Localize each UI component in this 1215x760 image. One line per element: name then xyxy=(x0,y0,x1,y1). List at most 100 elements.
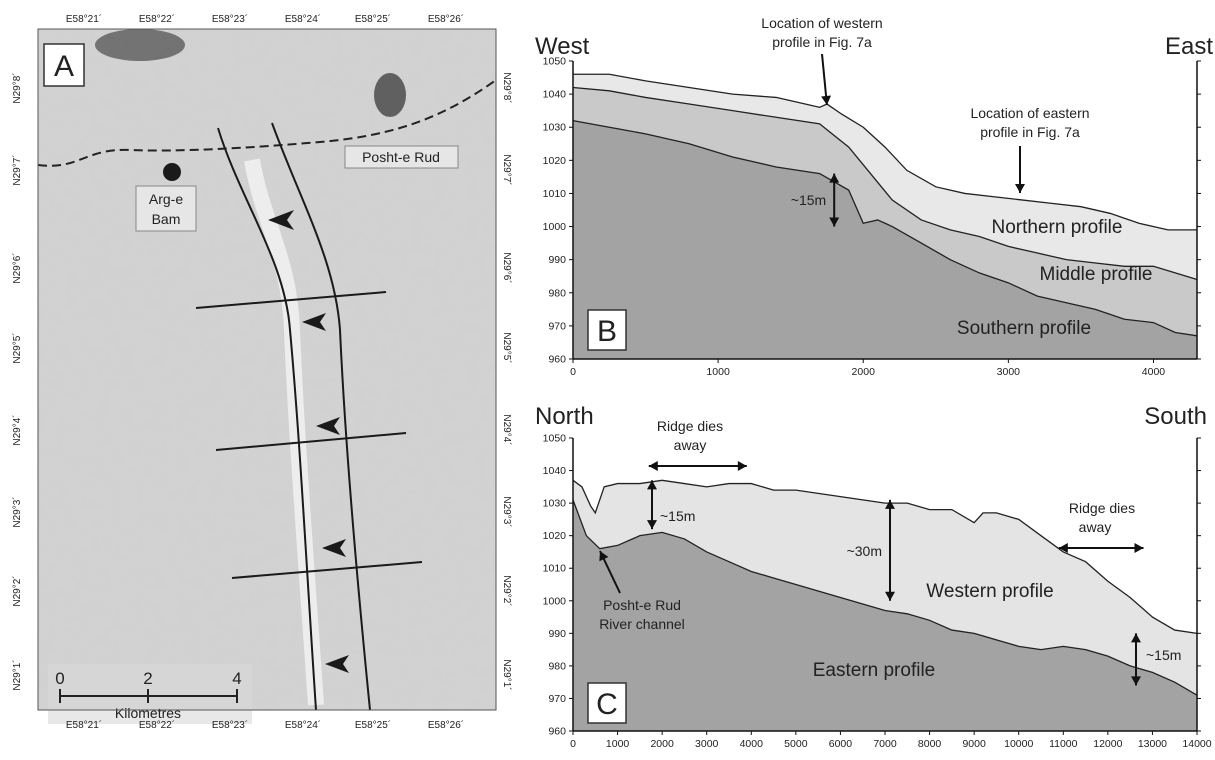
line-western-profile xyxy=(572,479,1198,634)
y-tick-label: 970 xyxy=(548,693,566,705)
coord-top-label: E58°23´ xyxy=(212,13,248,25)
annotation-east-line1: Location of eastern xyxy=(970,105,1089,121)
annotation-east-arrow-head xyxy=(1015,184,1025,193)
y-tick-label: 1030 xyxy=(543,122,567,134)
ridge-east-line xyxy=(271,122,371,711)
hill-shade xyxy=(95,29,185,61)
scale-label-2: 2 xyxy=(143,669,152,688)
annotation-15m-left-label: ~15m xyxy=(660,508,695,524)
map-frame xyxy=(37,28,497,711)
coord-left-label: N29°2´ xyxy=(11,575,23,606)
series-label: Middle profile xyxy=(1040,264,1153,285)
hill-shade xyxy=(374,73,406,117)
arrowhead-icon xyxy=(268,210,294,230)
ridge-west-line xyxy=(217,127,317,711)
x-tick-label: 7000 xyxy=(873,738,897,750)
scale-label-4: 4 xyxy=(232,669,241,688)
site-label-line1: Arg-e xyxy=(149,191,183,207)
annotation-15m-right-arrow-head xyxy=(1131,633,1141,643)
annotation-ridge1-line1: Ridge dies xyxy=(657,418,723,434)
coord-bottom-label: E58°21´ xyxy=(66,719,102,731)
coord-left-label: N29°8´ xyxy=(11,72,23,103)
map-relief xyxy=(38,29,496,710)
series-label: Northern profile xyxy=(992,217,1123,238)
annotation-ridge2-arrow-head xyxy=(1134,543,1144,553)
coord-top-label: E58°24´ xyxy=(285,13,321,25)
x-tick-label: 11000 xyxy=(1049,738,1078,750)
x-tick-label: 14000 xyxy=(1182,738,1211,750)
annotation-30m-arrow-head xyxy=(885,499,895,509)
coord-left-label: N29°3´ xyxy=(11,496,23,527)
y-tick-label: 960 xyxy=(548,354,566,366)
y-tick-label: 960 xyxy=(548,726,566,738)
annotation-15m-label: ~15m xyxy=(791,192,826,208)
map-coordinates: E58°21´ E58°22´ E58°23´ E58°24´ E58°25´ E58°2… xyxy=(11,13,513,731)
x-tick-label: 4000 xyxy=(740,738,764,750)
annotation-ridge1-arrow-head xyxy=(737,461,747,471)
line-northern-profile xyxy=(573,73,1197,231)
annotation-15m-arrow-head xyxy=(829,217,840,227)
annotation-30m-label: ~30m xyxy=(847,543,882,559)
y-tick-label: 990 xyxy=(548,254,566,266)
annotation-ridge2-line2: away xyxy=(1079,519,1112,535)
profile-line-south xyxy=(231,561,423,579)
line-eastern-profile xyxy=(572,499,1198,696)
annotation-15m-left-arrow-head xyxy=(647,520,657,530)
site-marker xyxy=(163,163,181,181)
annotation-west-arrow-head xyxy=(821,95,832,105)
river-label: Posht-e Rud xyxy=(362,149,440,165)
annotation-15m-left-arrow-head xyxy=(647,480,657,490)
annotation-15m-right-label: ~15m xyxy=(1146,647,1181,663)
area-eastern-profile xyxy=(573,499,1197,731)
x-tick-label: 8000 xyxy=(918,738,942,750)
annotation-west-line1: Location of western xyxy=(761,15,882,31)
direction-label-left: North xyxy=(535,403,594,430)
annotation-ridge2-line1: Ridge dies xyxy=(1069,500,1135,516)
river-line xyxy=(37,79,497,167)
map-panel: Arg-e Bam Posht-e Rud A 0 2 4 Kilometres… xyxy=(11,13,513,731)
x-tick-label: 3000 xyxy=(997,366,1021,378)
y-tick-label: 970 xyxy=(548,320,566,332)
x-tick-label: 6000 xyxy=(829,738,853,750)
panel-letter-box xyxy=(587,309,627,351)
annotation-ridge1-line2: away xyxy=(674,437,707,453)
scale-bar-bg xyxy=(48,664,252,724)
coord-right-label: N29°1´ xyxy=(501,659,513,690)
annotation-ridge1-arrow-head xyxy=(648,461,658,471)
y-tick-label: 990 xyxy=(548,628,566,640)
panel-a-letter-box xyxy=(43,43,85,87)
coord-right-label: N29°6´ xyxy=(501,252,513,283)
coord-left-label: N29°7´ xyxy=(11,154,23,185)
chart-c: 960 970 980 990 1000 1010 1020 1030 1040 1050 0 100… xyxy=(535,403,1212,750)
coord-top-label: E58°22´ xyxy=(139,13,175,25)
y-tick-label: 1010 xyxy=(543,563,567,575)
direction-label-left: West xyxy=(535,33,590,60)
coord-left-label: N29°4´ xyxy=(11,414,23,445)
annotation-east-line2: profile in Fig. 7a xyxy=(980,124,1080,140)
line-southern-profile xyxy=(572,119,1198,337)
coord-bottom-label: E58°24´ xyxy=(285,719,321,731)
chart-b: 960 970 980 990 1000 1010 1020 1030 1040 1050 0 100… xyxy=(535,15,1213,378)
y-tick-label: 1000 xyxy=(543,221,567,233)
coord-top-label: E58°25´ xyxy=(355,13,391,25)
y-tick-label: 1020 xyxy=(543,530,567,542)
coord-bottom-label: E58°23´ xyxy=(212,719,248,731)
coord-left-label: N29°6´ xyxy=(11,252,23,283)
x-tick-label: 13000 xyxy=(1138,738,1167,750)
coord-right-label: N29°2´ xyxy=(501,575,513,606)
x-tick-label: 2000 xyxy=(650,738,674,750)
y-tick-label: 1020 xyxy=(543,155,567,167)
scale-label-0: 0 xyxy=(55,669,64,688)
site-label-line2: Bam xyxy=(152,211,181,227)
profile-line-north xyxy=(195,291,387,309)
x-tick-label: 2000 xyxy=(852,366,876,378)
panel-letter: B xyxy=(597,315,617,348)
profile-line-middle xyxy=(215,432,407,451)
coord-right-label: N29°8´ xyxy=(501,72,513,103)
annotation-river-line2: River channel xyxy=(599,616,685,632)
series-label: Southern profile xyxy=(957,318,1091,339)
annotation-15m-right-arrow-head xyxy=(1131,676,1141,686)
series-label: Eastern profile xyxy=(813,660,936,681)
arrowhead-icon xyxy=(302,313,326,331)
